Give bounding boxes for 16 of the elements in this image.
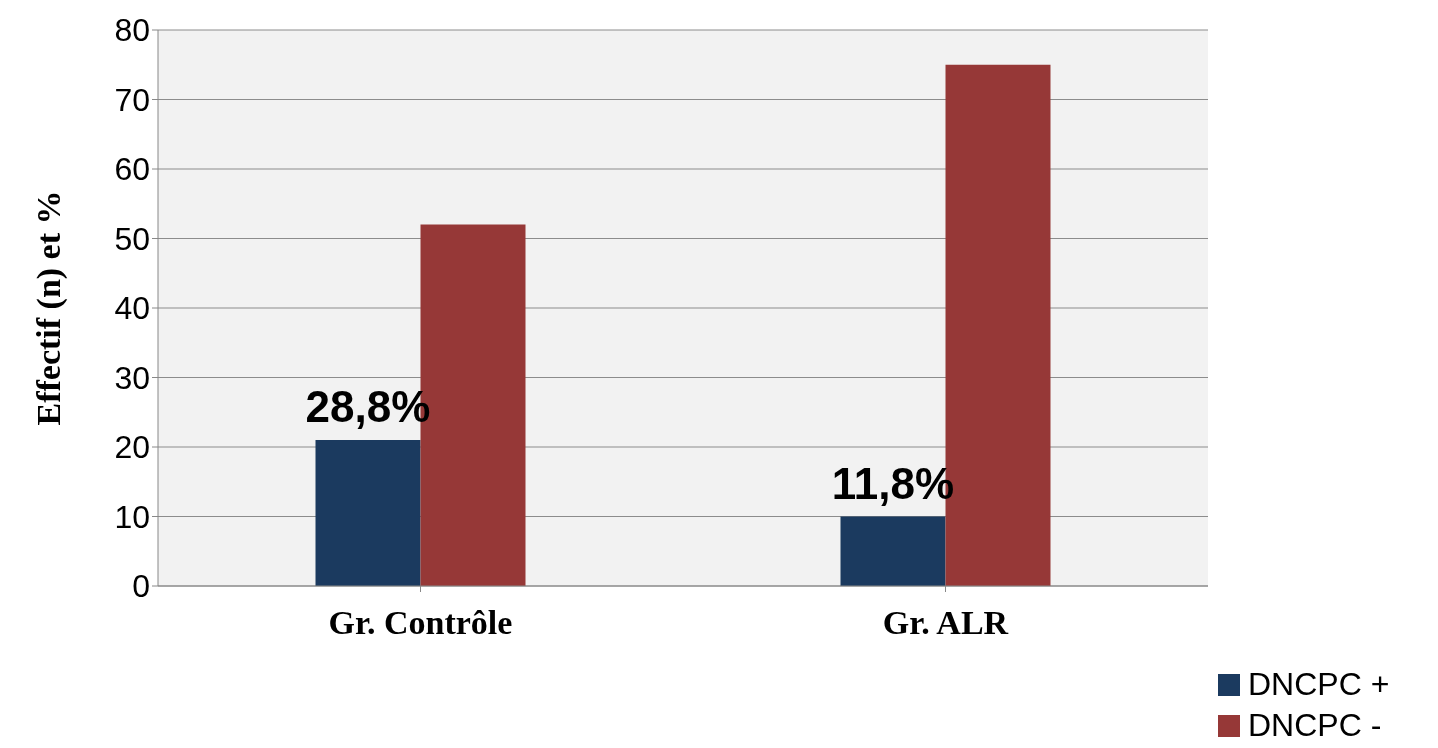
y-axis-title: Effectif (n) et %	[30, 190, 69, 426]
x-tick-label: Gr. Contrôle	[328, 604, 513, 642]
bar	[315, 440, 421, 586]
x-tick-label: Gr. ALR	[882, 604, 1009, 642]
bar	[840, 516, 946, 586]
y-tick-label: 50	[114, 220, 150, 257]
y-tick-label: 10	[114, 498, 150, 535]
y-tick-label: 60	[114, 151, 150, 188]
y-tick-label: 0	[132, 568, 150, 605]
y-tick-label: 20	[114, 429, 150, 466]
legend-label: DNCPC +	[1248, 666, 1390, 703]
y-tick-label: 30	[114, 359, 150, 396]
legend-label: DNCPC -	[1248, 707, 1382, 744]
y-tick-label: 70	[114, 81, 150, 118]
y-tick-label: 80	[114, 12, 150, 49]
y-tick-label: 40	[114, 290, 150, 327]
